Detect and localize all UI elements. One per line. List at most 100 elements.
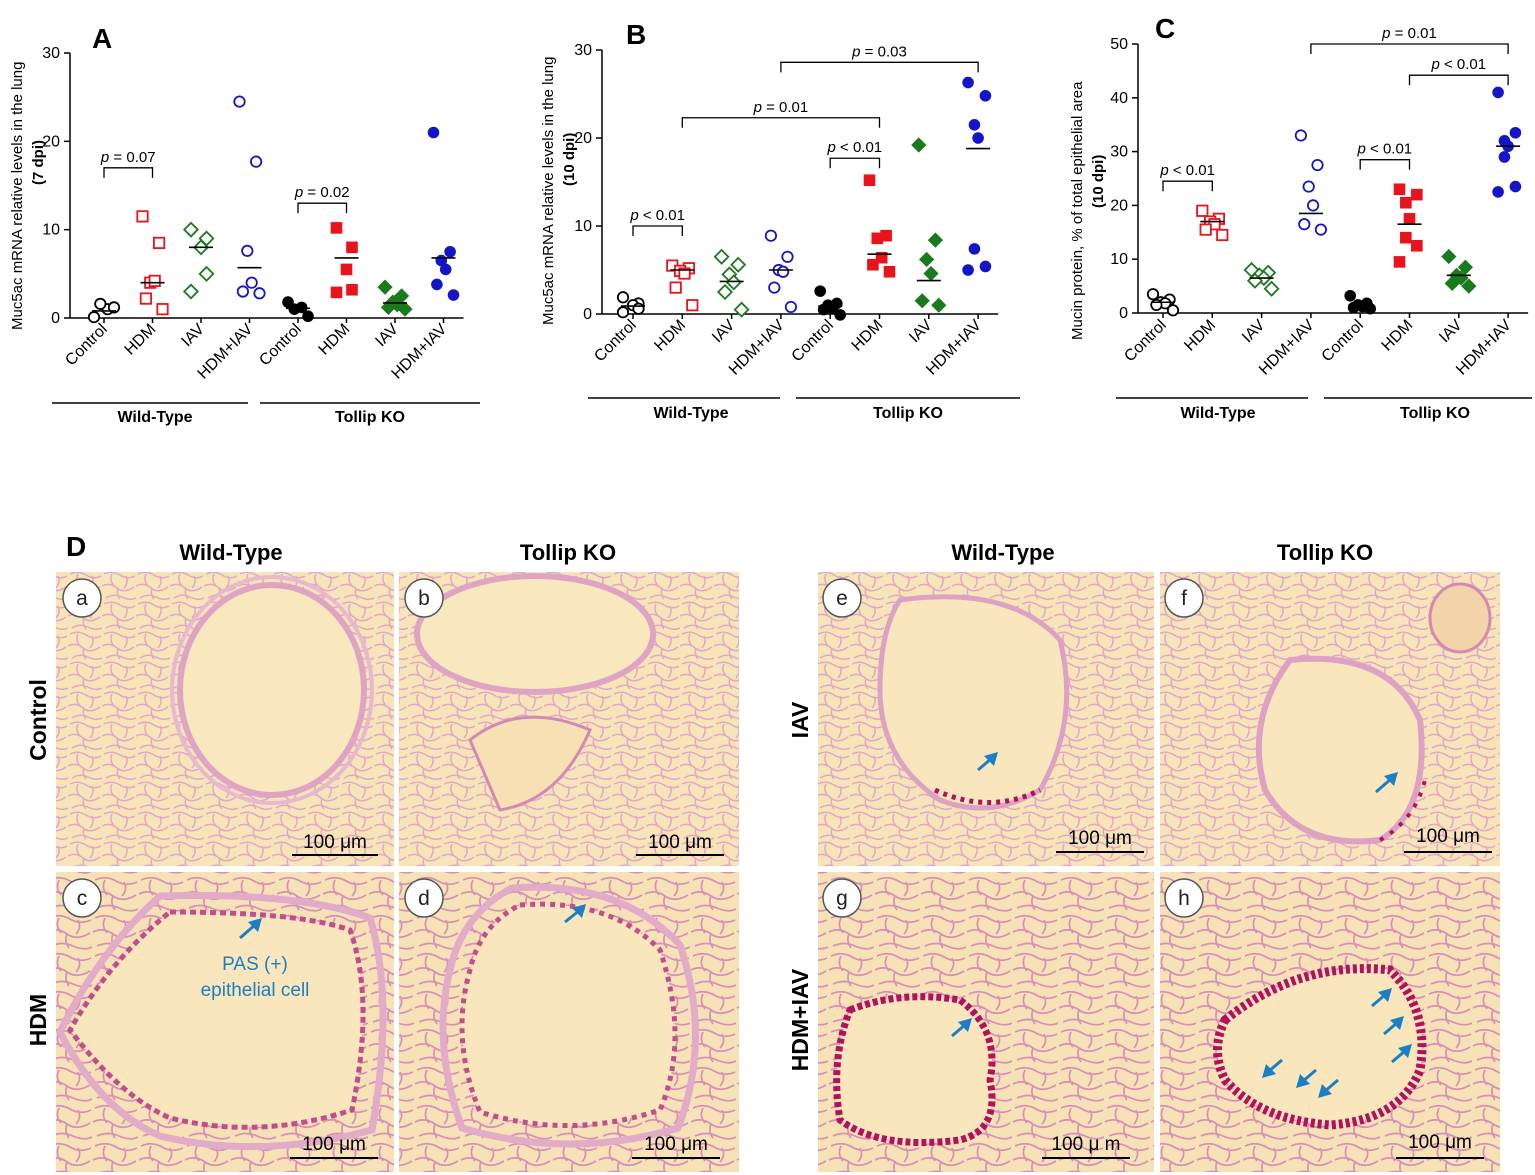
micrograph-tile-c bbox=[56, 872, 394, 1172]
y-tick-label: 30 bbox=[42, 45, 60, 62]
micrograph-tile-e bbox=[818, 572, 1154, 866]
data-point bbox=[1263, 280, 1280, 297]
data-point bbox=[1199, 223, 1212, 236]
data-point bbox=[632, 302, 645, 315]
arrow-icon bbox=[239, 918, 262, 940]
data-point bbox=[911, 137, 927, 153]
data-point bbox=[107, 301, 121, 314]
y-tick-label: 30 bbox=[574, 42, 592, 59]
data-point bbox=[968, 243, 981, 255]
x-tick-label: Control bbox=[256, 321, 304, 369]
micrograph-tile-h bbox=[1160, 872, 1500, 1172]
data-point bbox=[288, 303, 301, 315]
x-tick-label: IAV bbox=[178, 321, 208, 351]
data-point bbox=[716, 283, 734, 301]
micrograph-panel-d: D Wild-Type Tollip KO Wild-Type Tollip K… bbox=[25, 531, 1500, 1172]
y-axis-label-a: Muc5ac mRNA relative levels in the lung bbox=[9, 62, 26, 330]
data-point bbox=[431, 278, 443, 291]
data-point bbox=[962, 76, 974, 89]
tile-letter-g: g bbox=[836, 887, 848, 910]
data-point bbox=[1311, 158, 1324, 172]
arrow-icon bbox=[1391, 1044, 1412, 1064]
airway-lumen bbox=[1255, 655, 1425, 845]
data-point bbox=[330, 222, 343, 234]
data-point bbox=[94, 297, 107, 310]
significance-bracket bbox=[297, 202, 348, 214]
data-point bbox=[817, 303, 830, 316]
x-tick-label: Control bbox=[1121, 317, 1169, 365]
data-point bbox=[979, 260, 992, 273]
data-point bbox=[245, 276, 258, 289]
airway-wall bbox=[56, 891, 387, 1151]
row-title-iav: IAV bbox=[787, 701, 813, 738]
data-point bbox=[1400, 231, 1412, 244]
data-point bbox=[1196, 204, 1209, 217]
x-tick-label: IAV bbox=[906, 317, 936, 347]
data-point bbox=[136, 210, 149, 223]
data-point bbox=[733, 301, 750, 318]
tile-letter-circle bbox=[1164, 578, 1204, 618]
tile-letter-e: e bbox=[836, 587, 848, 610]
x-tick-label: HDM bbox=[1181, 317, 1219, 355]
micrograph-tile-a bbox=[56, 572, 394, 866]
group-label-tollip-ko-c: Tollip KO bbox=[1400, 405, 1470, 422]
data-point bbox=[1400, 196, 1412, 209]
data-point bbox=[427, 126, 440, 139]
y-tick-label: 20 bbox=[574, 130, 592, 147]
tile-letter-circle bbox=[62, 578, 102, 618]
significance-bracket bbox=[829, 157, 881, 169]
p-value-label: p = 0.07 bbox=[100, 149, 156, 166]
scale-bar-label-h: 100 μm bbox=[1408, 1132, 1472, 1153]
y-tick-label: 10 bbox=[574, 218, 592, 235]
arrow-icon bbox=[1375, 772, 1398, 794]
data-point bbox=[1509, 180, 1522, 193]
panel-letter-c: C bbox=[1155, 13, 1175, 44]
x-tick-label: IAV bbox=[372, 321, 402, 351]
scale-bar-label-d: 100 μm bbox=[644, 1134, 708, 1155]
tile-letter-circle bbox=[1164, 878, 1204, 918]
airway-lumen bbox=[1213, 964, 1427, 1130]
data-point bbox=[979, 89, 992, 102]
data-point bbox=[330, 286, 343, 299]
micrograph-tile-b bbox=[399, 572, 739, 866]
y-axis-label-b: Muc5ac mRNA relative levels in the lung bbox=[540, 57, 557, 325]
data-point bbox=[713, 248, 730, 265]
pas-annotation-line2: epithelial cell bbox=[201, 980, 310, 1001]
data-point bbox=[923, 265, 939, 282]
data-point bbox=[834, 309, 846, 321]
tile-letter-b: b bbox=[418, 587, 430, 610]
p-value-label: p = 0.03 bbox=[851, 43, 907, 60]
tile-letter-circle bbox=[404, 878, 444, 918]
arrow-icon bbox=[951, 1018, 972, 1038]
data-point bbox=[1403, 213, 1416, 225]
tile-letter-circle bbox=[404, 578, 444, 618]
data-point bbox=[198, 265, 215, 282]
data-point bbox=[346, 241, 358, 254]
x-tick-label: HDM bbox=[849, 317, 887, 355]
y-axis-label-dpi-c: (10 dpi) bbox=[1090, 155, 1107, 208]
micrograph-tile-f bbox=[1160, 572, 1500, 866]
arrow-icon bbox=[1383, 1016, 1404, 1036]
p-value-label: p < 0.01 bbox=[1430, 56, 1486, 73]
data-point bbox=[250, 155, 263, 168]
significance-bracket bbox=[1162, 180, 1213, 192]
data-point bbox=[1498, 151, 1511, 163]
scale-bar-label-e: 100 μm bbox=[1068, 828, 1132, 849]
data-point bbox=[1492, 186, 1504, 198]
group-label-wild-type-a: Wild-Type bbox=[117, 409, 192, 426]
data-point bbox=[927, 232, 944, 248]
data-point bbox=[439, 263, 452, 276]
arrow-icon bbox=[1371, 988, 1392, 1008]
tile-letters: a b c d e f g h bbox=[62, 578, 1204, 918]
x-tick-label: IAV bbox=[1436, 317, 1466, 347]
tile-letter-circle bbox=[822, 578, 862, 618]
y-axis-label-c: Mucin protein, % of total epithelial are… bbox=[1069, 81, 1086, 340]
data-point bbox=[867, 258, 879, 271]
data-point bbox=[148, 274, 161, 288]
significance-bracket bbox=[632, 225, 683, 236]
y-tick-label: 0 bbox=[51, 310, 60, 327]
airway-wall bbox=[439, 883, 699, 1148]
data-point bbox=[1393, 183, 1406, 196]
data-point bbox=[397, 301, 413, 317]
